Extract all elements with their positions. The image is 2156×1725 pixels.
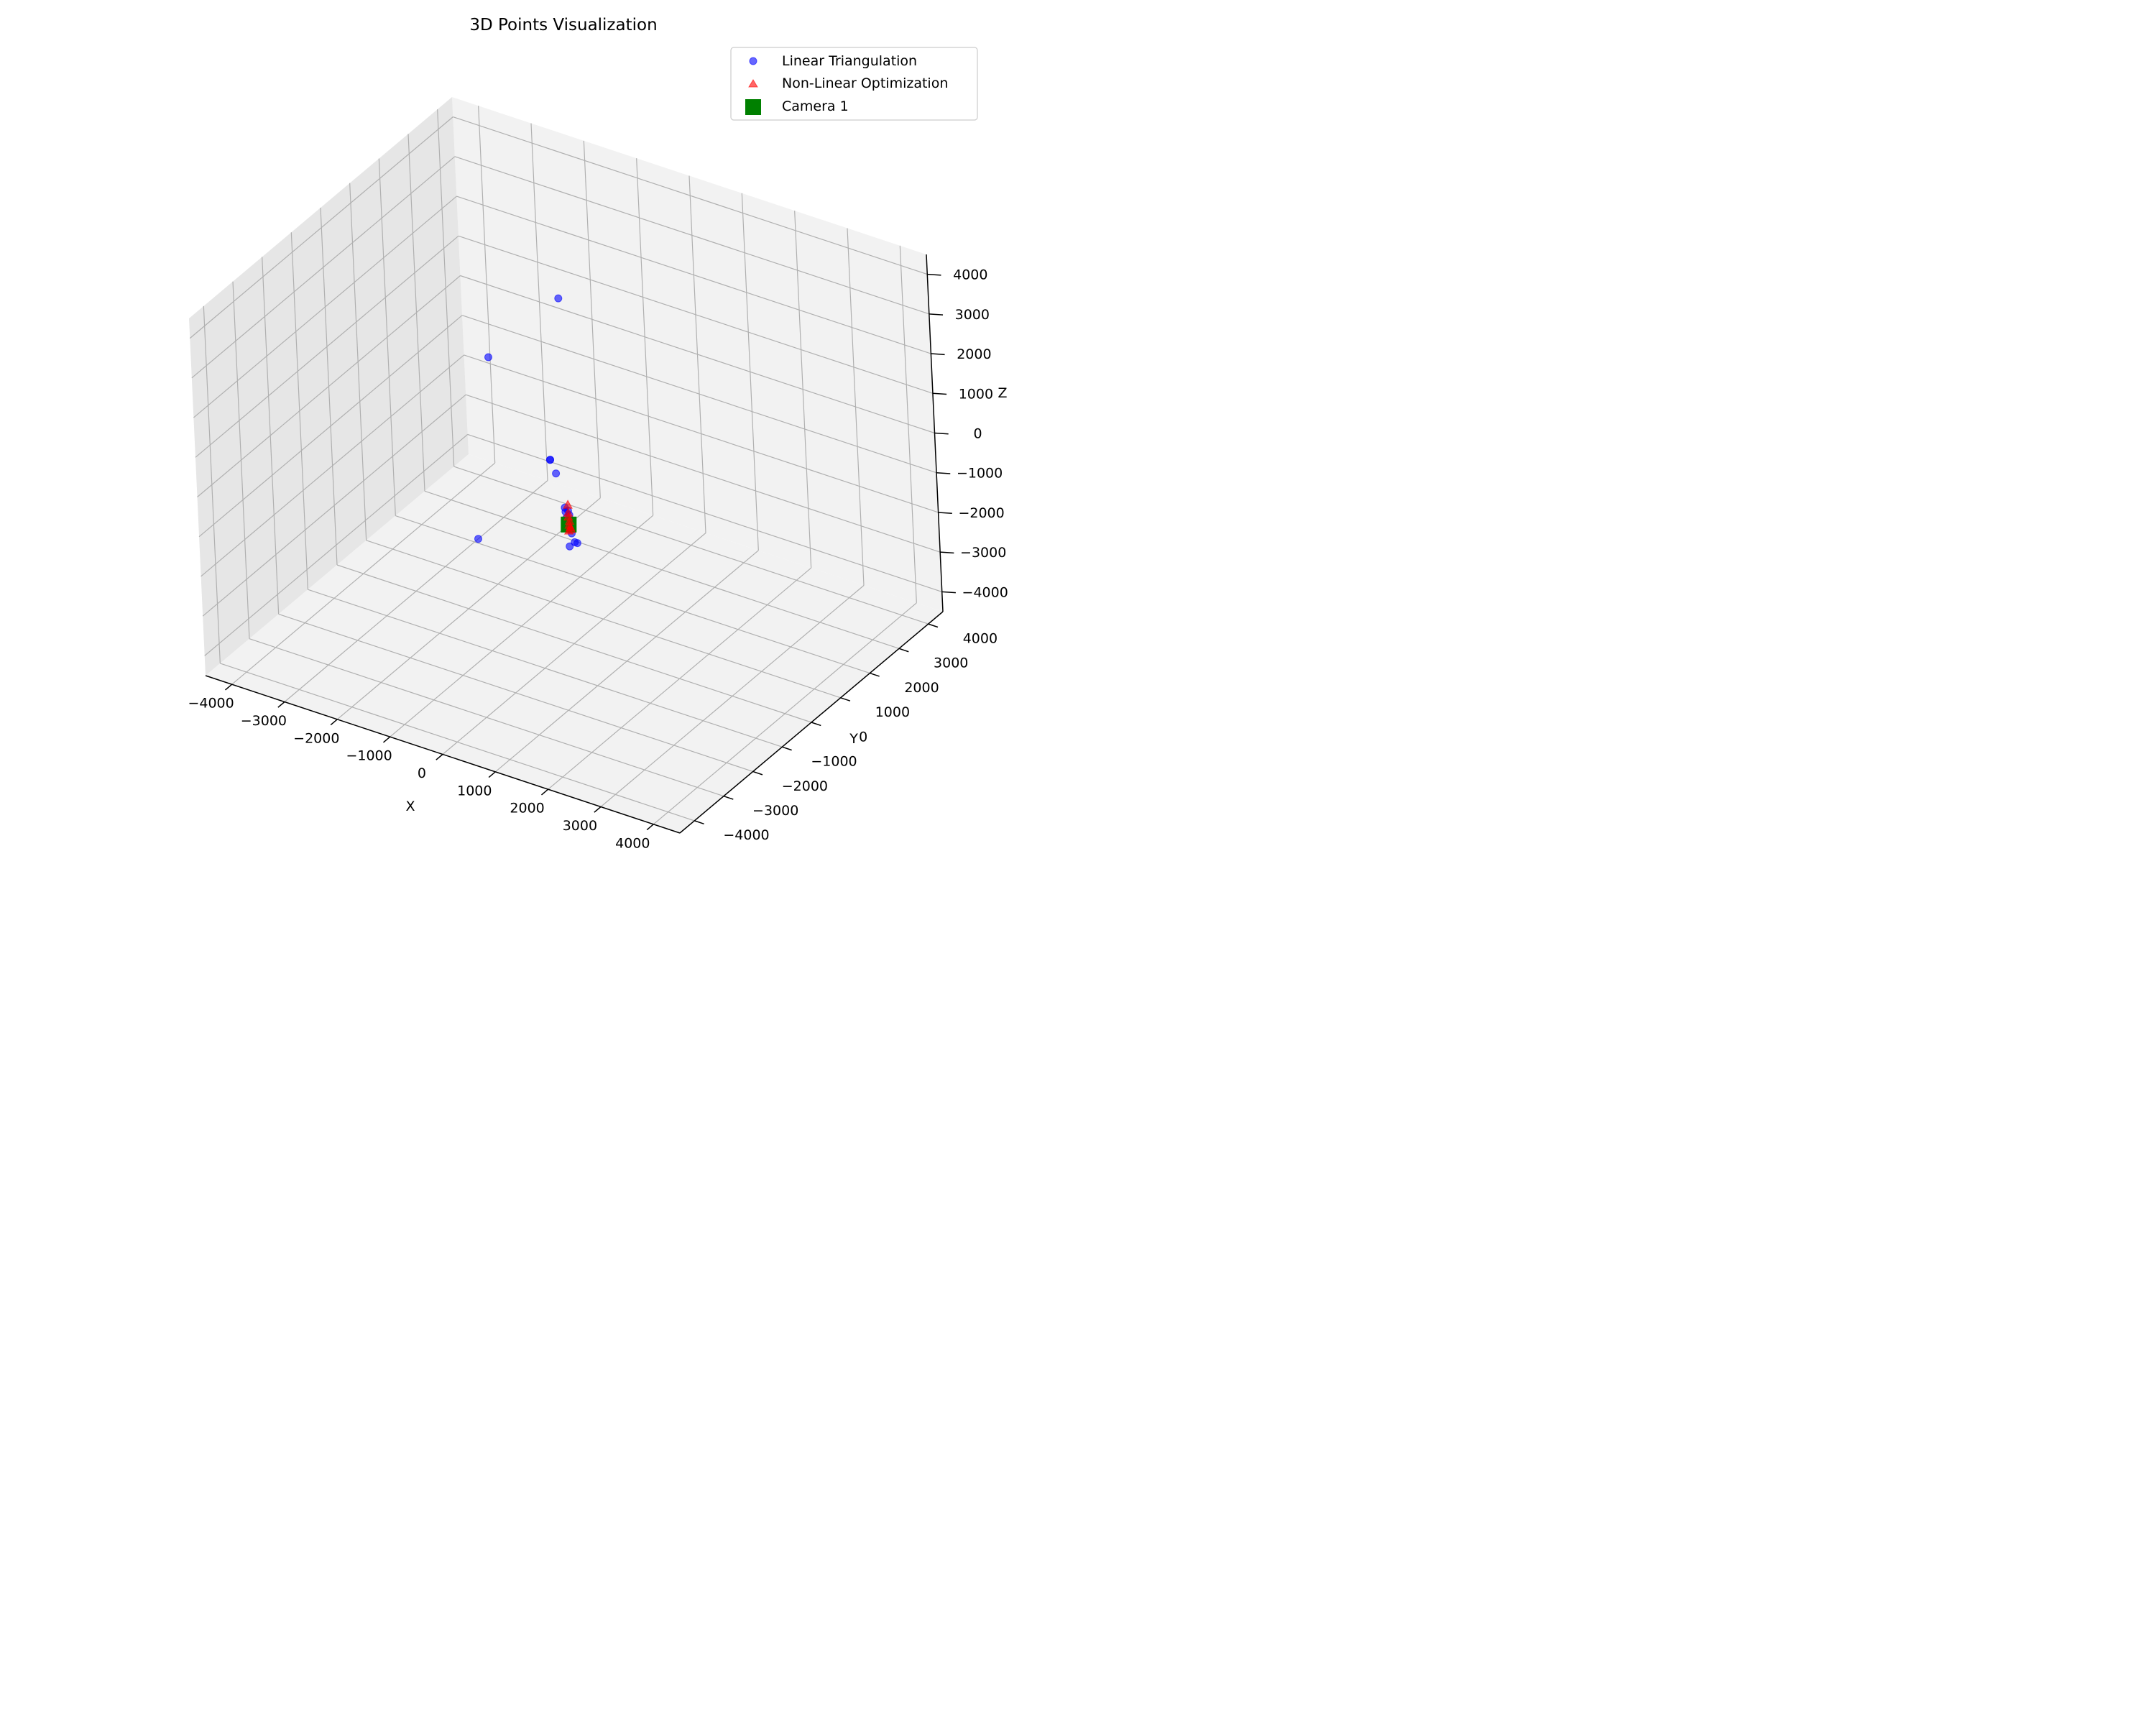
x-tick-label: −3000	[241, 713, 287, 729]
point-linear-triangulation	[552, 469, 561, 478]
z-tick-label: 1000	[959, 386, 993, 402]
z-tick-mark	[938, 512, 952, 514]
x-tick-label: 2000	[510, 801, 544, 816]
z-tick-label: −4000	[962, 584, 1008, 600]
y-tick-mark	[782, 746, 792, 751]
x-tick-label: −2000	[293, 730, 339, 746]
z-tick-label: 4000	[953, 267, 987, 283]
z-tick-mark	[932, 392, 947, 395]
grid-line-x	[653, 602, 917, 825]
chart-title: 3D Points Visualization	[469, 16, 657, 34]
x-tick-mark	[594, 806, 602, 813]
x-tick-mark	[277, 701, 285, 708]
y-tick-mark	[928, 623, 939, 628]
z-tick-mark	[940, 551, 954, 554]
grid-line-y	[437, 109, 455, 467]
point-linear-triangulation	[573, 539, 581, 548]
y-tick-label: −4000	[723, 827, 769, 843]
z-tick-label: −2000	[958, 505, 1004, 521]
y-tick-mark	[694, 820, 704, 825]
z-tick-label: −1000	[957, 466, 1003, 482]
x-tick-mark	[436, 753, 443, 760]
z-tick-label: 2000	[957, 346, 991, 362]
chart-canvas: −4000 −4000 −4000 −3000 −3000 −3000 −2000 −2000…	[0, 0, 1111, 889]
grid-line-y	[453, 466, 929, 625]
z-tick-mark	[929, 313, 944, 316]
z-tick-label: 3000	[955, 307, 990, 323]
x-tick-mark	[646, 824, 654, 831]
x-tick-label: 1000	[457, 783, 492, 799]
x-tick-label: −1000	[346, 748, 392, 764]
x-tick-label: −4000	[188, 696, 234, 712]
y-tick-mark	[870, 672, 880, 677]
point-linear-triangulation	[474, 535, 482, 543]
tick-labels: −4000 −4000 −4000 −3000 −3000 −3000 −2000 −2000…	[188, 267, 1008, 852]
x-tick-label: 0	[418, 765, 426, 781]
grid-line-y	[424, 490, 900, 649]
y-tick-label: 3000	[934, 656, 968, 671]
grid-line-z	[454, 156, 930, 315]
point-linear-triangulation	[566, 542, 574, 551]
x-tick-label: 4000	[615, 835, 650, 851]
point-non-linear-optimization	[563, 525, 574, 535]
z-tick-mark	[936, 472, 951, 474]
x-axis-label: X	[405, 799, 415, 814]
y-tick-label: −1000	[811, 754, 857, 770]
point-linear-triangulation	[554, 294, 563, 303]
y-tick-mark	[723, 795, 734, 800]
point-linear-triangulation	[484, 353, 492, 362]
y-tick-mark	[898, 648, 909, 653]
y-tick-mark	[811, 722, 821, 727]
x-tick-mark	[383, 736, 391, 743]
y-tick-mark	[752, 770, 763, 776]
legend-label-linear-triangulation: Linear Triangulation	[782, 53, 917, 69]
x-tick-mark	[541, 788, 549, 796]
y-tick-label: 4000	[963, 630, 998, 646]
y-tick-label: 2000	[904, 680, 939, 696]
chart-root: −4000 −4000 −4000 −3000 −3000 −3000 −2000 −2000…	[0, 0, 1111, 889]
grid-line-z	[189, 116, 453, 339]
legend-label-camera-1: Camera 1	[782, 98, 849, 114]
z-tick-mark	[934, 432, 949, 435]
y-axis-label: Y	[849, 731, 858, 747]
legend-marker-camera-1	[745, 99, 761, 115]
x-tick-label: 3000	[563, 818, 597, 834]
data-points	[474, 294, 581, 551]
legend-marker-linear-triangulation	[749, 57, 757, 65]
legend-box	[730, 47, 978, 121]
legend-label-non-linear-optimization: Non-Linear Optimization	[782, 75, 948, 91]
y-tick-label: 0	[859, 729, 867, 745]
y-tick-label: −3000	[752, 803, 798, 819]
z-tick-label: −3000	[960, 545, 1006, 561]
grid-lines	[189, 106, 942, 825]
y-tick-mark	[840, 697, 851, 702]
grid-line-z	[191, 156, 456, 379]
x-tick-mark	[330, 719, 338, 726]
grid-line-z	[453, 116, 928, 275]
legend-marker-non-linear-optimization	[748, 79, 758, 88]
point-linear-triangulation	[546, 456, 554, 464]
z-tick-label: 0	[973, 426, 982, 442]
y-tick-label: 1000	[875, 704, 910, 720]
z-axis-label: Z	[998, 385, 1007, 401]
x-tick-mark	[225, 684, 233, 691]
y-tick-label: −2000	[782, 778, 828, 794]
legend: Linear Triangulation Non-Linear Optimiza…	[730, 47, 978, 121]
grid-line-x	[899, 245, 917, 603]
x-tick-mark	[488, 771, 496, 778]
